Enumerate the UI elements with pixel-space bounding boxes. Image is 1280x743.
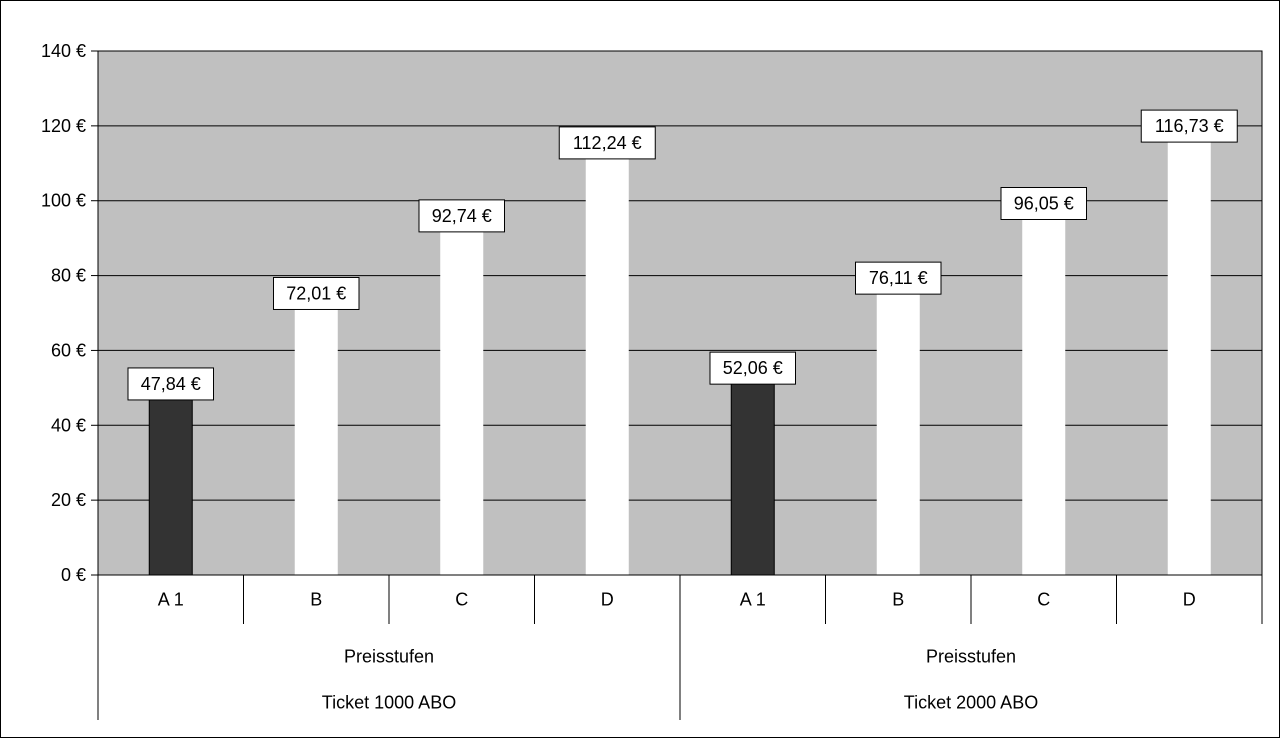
bar <box>876 290 920 575</box>
data-label-box <box>127 367 214 401</box>
x-category-label: A 1 <box>740 590 766 610</box>
x-category-label: D <box>601 590 614 610</box>
data-label: 96,05 € <box>1014 193 1074 213</box>
bar <box>585 154 629 575</box>
bar <box>1022 215 1066 575</box>
data-label: 92,74 € <box>432 206 492 226</box>
data-label-box <box>855 261 942 295</box>
data-label: 76,11 € <box>869 268 928 288</box>
y-tick-label: 120 € <box>41 116 86 136</box>
x-category-label: C <box>455 590 468 610</box>
y-tick-label: 140 € <box>41 41 86 61</box>
bar <box>148 395 193 576</box>
data-label: 112,24 € <box>573 133 642 153</box>
x-subgroup-label: Preisstufen <box>926 647 1016 667</box>
y-tick-label: 100 € <box>41 191 86 211</box>
x-group-label: Ticket 2000 ABO <box>904 693 1038 713</box>
bar <box>294 305 338 575</box>
bar <box>730 379 775 576</box>
plot-area <box>97 50 1263 576</box>
y-tick-label: 80 € <box>51 266 86 286</box>
x-group-label: Ticket 1000 ABO <box>322 693 456 713</box>
y-tick-label: 60 € <box>51 340 86 360</box>
x-category-label: C <box>1037 590 1050 610</box>
data-label: 52,06 € <box>723 358 783 378</box>
bar <box>440 227 484 575</box>
data-label-box <box>1140 109 1238 143</box>
y-tick-label: 0 € <box>61 565 86 585</box>
x-category-label: D <box>1183 590 1196 610</box>
data-label-box <box>1000 186 1087 220</box>
bar <box>1167 138 1211 575</box>
data-label: 72,01 € <box>286 283 346 303</box>
data-label: 47,84 € <box>141 374 201 394</box>
data-label-box <box>418 199 505 233</box>
data-label-box <box>709 351 796 385</box>
x-category-label: A 1 <box>158 590 184 610</box>
y-tick-label: 40 € <box>51 415 86 435</box>
x-subgroup-label: Preisstufen <box>344 647 434 667</box>
data-label-box <box>558 126 656 160</box>
data-label-box <box>273 276 360 310</box>
data-label: 116,73 € <box>1155 116 1224 136</box>
x-category-label: B <box>310 590 322 610</box>
y-tick-label: 20 € <box>51 490 86 510</box>
x-category-label: B <box>892 590 904 610</box>
